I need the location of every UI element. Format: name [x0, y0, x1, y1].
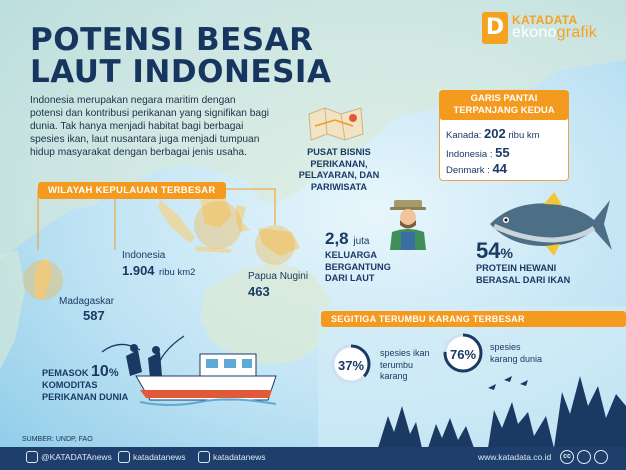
business-line-3: PARIWISATA	[310, 181, 368, 192]
supplier-unit: %	[108, 367, 119, 379]
coral-ring-76-arc	[443, 333, 483, 373]
coral-panel	[318, 306, 626, 448]
coral-coral-line-1: spesies	[490, 342, 521, 352]
papua-glow	[255, 225, 295, 265]
supplier-caption: PEMASOK 10% KOMODITAS PERIKANAN DUNIA	[42, 363, 129, 403]
folded-map-icon	[308, 107, 364, 141]
facebook-icon	[118, 451, 130, 463]
logo-sub-a: ekono	[512, 24, 557, 41]
page-title: POTENSI BESAR LAUT INDONESIA	[30, 24, 331, 88]
attribution-icon	[577, 450, 591, 464]
equal-icon	[594, 450, 608, 464]
java-island	[195, 246, 232, 253]
coastline-row-denmark: Denmark : 44	[446, 161, 507, 176]
coastline-row-indonesia: Indonesia : 55	[446, 145, 510, 160]
coral-ring-fish	[331, 344, 371, 384]
cc-icon: cc	[560, 450, 574, 464]
logo-subbrand: ekonografik	[512, 24, 597, 42]
island-name-madagaskar: Madagaskar	[59, 296, 115, 307]
borneo-island	[200, 195, 232, 228]
coral-coral-line-2: karang dunia	[490, 353, 543, 364]
footer-facebook[interactable]: katadatanews	[133, 452, 186, 462]
coral-caption-coral: spesies karang dunia	[490, 342, 542, 365]
title-line-2: LAUT INDONESIA	[30, 54, 332, 90]
island-name-papua: Papua Nugini	[248, 271, 309, 282]
coral-ring-37-arc	[350, 344, 371, 378]
coastline-value: 55	[495, 145, 510, 160]
protein-caption: PROTEIN HEWANI BERASAL DARI IKAN	[476, 263, 570, 286]
sumatra-island	[158, 200, 195, 243]
instagram-icon	[198, 451, 210, 463]
intro-paragraph: Indonesia merupakan negara maritim denga…	[30, 95, 269, 158]
island-value: 1.904	[122, 263, 155, 278]
madagascar-island	[34, 258, 52, 300]
supplier-value: 10	[91, 363, 109, 380]
protein-line-1: PROTEIN HEWANI	[476, 263, 557, 273]
supplier-line-2: KOMODITAS	[42, 380, 98, 390]
coral-heading: SEGITIGA TERUMBU KARANG TERBESAR	[321, 311, 626, 327]
island-name-indonesia: Indonesia	[122, 250, 166, 261]
supplier-label: PEMASOK	[42, 368, 89, 378]
coral-ring-coral	[443, 333, 483, 373]
coastline-value: 44	[492, 161, 507, 176]
papua-island	[258, 228, 300, 256]
katadata-logo-icon: D	[482, 12, 508, 44]
coastline-country: Kanada	[446, 130, 479, 141]
coastline-country: Indonesia	[446, 149, 488, 160]
africa-landmass	[0, 250, 25, 370]
island-value-madagaskar: 587	[83, 308, 105, 323]
island-unit: ribu km2	[159, 267, 196, 278]
protein-value: 54	[476, 238, 501, 263]
families-value: 2,8	[325, 229, 349, 248]
footer-instagram[interactable]: katadatanews	[213, 452, 266, 462]
families-caption: KELUARGA BERGANTUNG DARI LAUT	[325, 250, 391, 285]
twitter-icon	[26, 451, 38, 463]
footer-bar	[0, 447, 626, 470]
families-line-1: KELUARGA	[325, 250, 378, 260]
business-line-2: PELAYARAN, DAN	[298, 170, 380, 180]
protein-line-2: BERASAL DARI IKAN	[476, 274, 571, 285]
coastline-value: 202	[484, 126, 506, 141]
coral-fish-line-2: terumbu	[380, 359, 414, 370]
coastline-heading-2: TERPANJANG KEDUA	[453, 105, 555, 116]
supplier-line-3: PERIKANAN DUNIA	[42, 392, 129, 402]
logo-sub-b: grafik	[556, 24, 597, 41]
coral-value-fish: 37%	[337, 358, 365, 373]
business-caption: PUSAT BISNIS PERIKANAN, PELAYARAN, DAN P…	[282, 147, 396, 193]
source-note: SUMBER: UNDP, FAO	[22, 436, 93, 443]
island-stat-indonesia: 1.904 ribu km2	[122, 262, 195, 280]
protein-stat: 54%	[476, 238, 513, 264]
coral-value-coral: 76%	[449, 347, 477, 362]
fisherman-icon	[390, 200, 426, 250]
coastline-country: Denmark	[446, 165, 485, 176]
sulawesi-island	[236, 205, 250, 232]
footer-twitter[interactable]: @KATADATAnews	[41, 452, 112, 462]
coral-caption-fish: spesies ikan terumbu karang	[380, 348, 430, 383]
coastline-heading: GARIS PANTAI TERPANJANG KEDUA	[439, 90, 569, 120]
islands-heading: WILAYAH KEPULAUAN TERBESAR	[38, 182, 226, 199]
families-line-2: BERGANTUNG	[325, 261, 391, 272]
island-value-papua: 463	[248, 284, 270, 299]
families-stat: 2,8 juta	[325, 229, 370, 249]
tuna-icon	[490, 192, 612, 256]
coastline-unit: ribu km	[508, 130, 540, 141]
business-line-1: PUSAT BISNIS PERIKANAN,	[307, 147, 371, 169]
families-unit: juta	[353, 236, 370, 247]
fishing-boat-icon	[101, 335, 277, 406]
coastline-row-kanada: Kanada: 202 ribu km	[446, 126, 540, 141]
protein-unit: %	[500, 245, 513, 261]
coral-fish-line-3: karang	[380, 371, 408, 381]
coral-fish-line-1: spesies ikan	[380, 348, 430, 358]
madagascar-glow	[23, 260, 63, 300]
logo-brand: KATADATA	[512, 13, 578, 27]
indonesia-glow	[194, 201, 242, 249]
families-line-3: DARI LAUT	[325, 273, 375, 283]
footer-website[interactable]: www.katadata.co.id	[478, 452, 552, 462]
australia-landmass	[200, 262, 330, 365]
coral-reef-illustration	[318, 306, 626, 448]
title-line-1: POTENSI BESAR	[30, 22, 314, 58]
coastline-heading-1: GARIS PANTAI	[470, 93, 538, 104]
